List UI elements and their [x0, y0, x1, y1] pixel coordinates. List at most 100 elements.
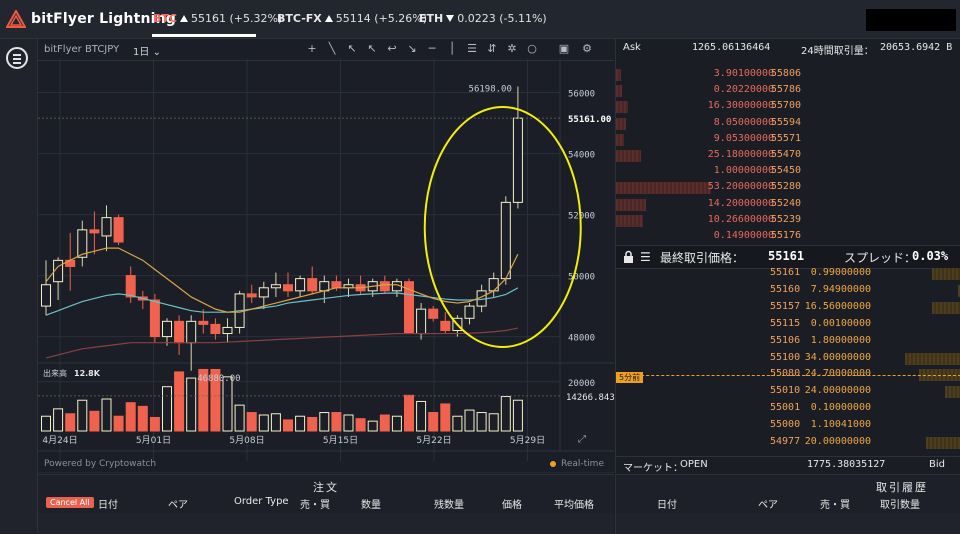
- cancel-all-button[interactable]: Cancel All: [46, 497, 94, 508]
- orders-col-side[interactable]: 売・買: [300, 500, 330, 511]
- orders-col-remaining[interactable]: 残数量: [434, 500, 464, 511]
- history-col-pair[interactable]: ペア: [758, 500, 778, 511]
- ask-depth-bar: [616, 150, 641, 162]
- ticker-tab-btc-fx[interactable]: BTC-FX 55114 (+5.26%): [277, 12, 427, 25]
- volume-bar: [258, 414, 269, 432]
- lock-icon[interactable]: [623, 250, 634, 263]
- ask-price: 55239: [770, 213, 801, 225]
- bid-price: 55010: [770, 385, 801, 397]
- hline-tool-icon[interactable]: ─: [428, 42, 436, 55]
- candle-body: [428, 308, 439, 319]
- volume-bar: [428, 412, 439, 432]
- orders-col-price[interactable]: 価格: [502, 500, 522, 511]
- fib-tool-icon[interactable]: ☰: [467, 42, 477, 55]
- bid-price: 55001: [770, 402, 801, 414]
- orders-col-size[interactable]: 数量: [361, 500, 381, 511]
- y-tick-label: 56000: [568, 90, 595, 100]
- bid-row[interactable]: 55160 7.94900000: [616, 284, 960, 297]
- ask-row[interactable]: 53.20000000 55280: [616, 181, 960, 195]
- history-col-size[interactable]: 取引数量: [880, 500, 920, 511]
- trade-history-panel: 取引履歴 日付 ペア 売・買 取引数量: [615, 474, 960, 534]
- arrow-tool-icon[interactable]: ↖: [367, 42, 377, 55]
- ray-tool-icon[interactable]: ↖: [347, 42, 357, 55]
- history-col-side[interactable]: 売・買: [820, 500, 850, 511]
- bid-row[interactable]: 54977 20.00000000: [616, 436, 960, 449]
- volume24-label: 24時間取引量：: [801, 46, 874, 57]
- timeframe-select[interactable]: 1日 ⌄: [133, 43, 161, 58]
- bid-size: 0.00100000: [810, 317, 871, 329]
- volume-tick-label: 20000: [568, 379, 595, 389]
- ticker-value: 55161 (+5.32%): [190, 12, 283, 25]
- ask-row[interactable]: 16.30000000 55700: [616, 100, 960, 114]
- ask-row[interactable]: 10.26600000 55239: [616, 214, 960, 227]
- y-tick-label: 54000: [568, 151, 595, 161]
- bid-price: 55080: [770, 368, 801, 380]
- candle-body: [53, 259, 64, 283]
- orders-col-avg-price[interactable]: 平均価格: [554, 500, 594, 511]
- ask-depth-bar: [616, 214, 643, 227]
- ask-row[interactable]: 8.05000000 55594: [616, 117, 960, 130]
- ticker-tab-eth[interactable]: ETH 0.0223 (-5.11%): [419, 12, 547, 25]
- order-book-header: Ask 1265.06136464 24時間取引量： 20653.6942 B: [616, 42, 960, 60]
- left-rail: [0, 39, 38, 533]
- bid-depth-bar: [932, 268, 960, 280]
- bid-size: 1.10041000: [810, 419, 871, 431]
- ask-row[interactable]: 3.90100000 55806: [616, 68, 960, 81]
- order-book-footer: マーケット： OPEN 1775.38035127 Bid: [616, 456, 960, 475]
- ask-size: 53.20000000: [707, 181, 774, 193]
- bid-price: 55161: [770, 267, 801, 278]
- volume-bar: [367, 420, 378, 432]
- candle-body: [440, 320, 451, 331]
- ask-row[interactable]: 25.18000000 55470: [616, 149, 960, 162]
- volume-bar: [512, 399, 523, 432]
- bid-depth-bar: [932, 301, 960, 314]
- history-col-date[interactable]: 日付: [657, 500, 677, 511]
- circle-tool-icon[interactable]: ○: [527, 42, 537, 55]
- price-chart[interactable]: 48000 50000 52000 54000 56000 4月24日 5月01日 5月08日…: [38, 59, 614, 473]
- logo-triangle-icon: [6, 10, 26, 28]
- ask-row[interactable]: 0.14900000 55176: [616, 230, 960, 243]
- volume-bar: [379, 414, 390, 432]
- bid-row[interactable]: 55000 1.10041000: [616, 419, 960, 432]
- orders-col-pair[interactable]: ペア: [168, 500, 188, 511]
- indicator-icon[interactable]: ▣: [558, 42, 570, 55]
- crosshair-tool-icon[interactable]: +: [307, 42, 317, 55]
- bid-row[interactable]: 55106 1.80000000: [616, 335, 960, 348]
- ask-size: 1.00000000: [713, 165, 774, 177]
- bid-row[interactable]: 55010 24.00000000: [616, 385, 960, 399]
- bid-row[interactable]: 55157 16.56000000: [616, 301, 960, 314]
- last-price-label: 最終取引価格：: [660, 251, 745, 265]
- last-price-label: 55161.00: [568, 115, 611, 125]
- ask-row[interactable]: 9.05300000 55571: [616, 133, 960, 146]
- line-tool-icon[interactable]: ╲: [328, 42, 336, 55]
- ask-row[interactable]: 14.20000000 55240: [616, 198, 960, 211]
- logo[interactable]: bitFlyer Lightning: [6, 9, 176, 29]
- candle-body: [89, 229, 100, 234]
- bid-row[interactable]: 55001 0.10000000: [616, 402, 960, 415]
- pitchfork-tool-icon[interactable]: ⇵: [487, 42, 497, 55]
- bid-row[interactable]: 55100 34.00000000: [616, 352, 960, 365]
- channel-tool-icon[interactable]: ↘: [407, 42, 417, 55]
- bid-depth-bar: [945, 386, 960, 399]
- ask-price: 55176: [770, 230, 801, 241]
- bid-price: 55106: [770, 334, 801, 346]
- list-icon[interactable]: ☰: [640, 250, 651, 264]
- candle-body: [270, 284, 281, 289]
- bid-row[interactable]: 55161 0.99000000: [616, 267, 960, 280]
- orders-col-date[interactable]: 日付: [98, 500, 118, 511]
- menu-icon[interactable]: [6, 47, 28, 69]
- orders-col-order-type[interactable]: Order Type: [234, 496, 289, 507]
- ask-price: 55470: [770, 149, 801, 160]
- bid-price: 55000: [770, 419, 801, 431]
- volume-bar: [210, 368, 221, 432]
- bid-row[interactable]: 55115 0.00100000: [616, 318, 960, 331]
- ask-row[interactable]: 0.20220000 55786: [616, 84, 960, 98]
- ask-row[interactable]: 1.00000000 55450: [616, 165, 960, 178]
- orders-panel: 注文 Cancel All 日付 ペア Order Type 売・買 数量 残数…: [38, 474, 614, 534]
- trend-tool-icon[interactable]: ↩: [387, 42, 397, 55]
- ticker-tab-btc[interactable]: BTC 55161 (+5.32%): [153, 12, 282, 25]
- vline-tool-icon[interactable]: │: [448, 42, 456, 55]
- bid-size: 0.10000000: [810, 402, 871, 414]
- fan-tool-icon[interactable]: ✲: [507, 42, 517, 55]
- gear-icon[interactable]: ⚙: [582, 42, 592, 55]
